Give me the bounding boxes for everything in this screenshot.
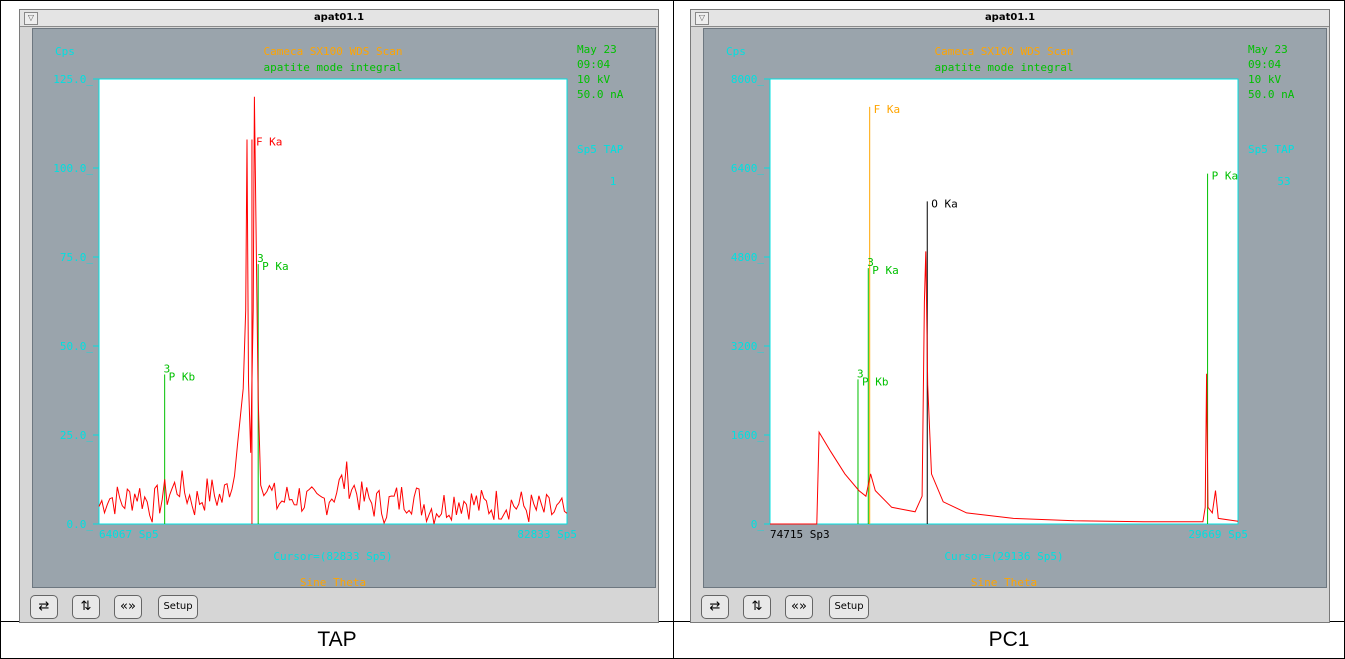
- y-tick-label: 50.0_: [60, 340, 93, 353]
- scan-window-right: ▽ apat01.1 Cps Cameca SX100 WDS Scan apati…: [690, 9, 1330, 623]
- spectrometer-number: 1: [610, 175, 617, 188]
- scan-subtitle: apatite mode integral: [934, 61, 1073, 74]
- y-tick-label: 6400_: [731, 162, 764, 175]
- y-tick-label: 8000_: [731, 73, 764, 86]
- plot-area: [769, 78, 1239, 525]
- x-start-label: 64067 Sp5: [99, 528, 159, 541]
- spectrum-plot[interactable]: Cps Cameca SX100 WDS Scan apatite mode int…: [704, 29, 1326, 587]
- plot-panel[interactable]: Cps Cameca SX100 WDS Scan apatite mode int…: [703, 28, 1327, 588]
- right-cell: ▽ apat01.1 Cps Cameca SX100 WDS Scan apati…: [673, 0, 1345, 623]
- peak-label: O Ka: [931, 197, 958, 210]
- window-title-bar[interactable]: ▽ apat01.1: [20, 10, 658, 27]
- setup-button[interactable]: Setup: [158, 595, 198, 619]
- peak-order: 3: [257, 252, 264, 265]
- peak-order: 3: [857, 367, 864, 380]
- y-tick-label: 3200_: [731, 340, 764, 353]
- cursor-readout: Cursor=(82833 Sp5): [273, 550, 392, 563]
- spectrum-line: [98, 96, 568, 525]
- y-tick-label: 0.0_: [67, 518, 94, 531]
- peak-label: F Ka: [874, 103, 901, 116]
- spectrum-plot[interactable]: Cps Cameca SX100 WDS Scan apatite mode int…: [33, 29, 655, 587]
- info-line: 50.0 nA: [1248, 88, 1295, 101]
- info-line: 50.0 nA: [577, 88, 624, 101]
- window-title: apat01.1: [313, 12, 365, 23]
- plot-area: [98, 78, 568, 525]
- updown-button[interactable]: ⇅: [743, 595, 771, 619]
- y-unit-label: Cps: [726, 45, 746, 58]
- y-tick-label: 75.0_: [60, 251, 93, 264]
- swap-button[interactable]: ⇄: [30, 595, 58, 619]
- window-title: apat01.1: [984, 12, 1036, 23]
- scan-window-left: ▽ apat01.1 Cps Cameca SX100 WDS Scan apati…: [19, 9, 659, 623]
- plot-panel[interactable]: Cps Cameca SX100 WDS Scan apatite mode int…: [32, 28, 656, 588]
- swap-button[interactable]: ⇄: [701, 595, 729, 619]
- caption-tap: TAP: [0, 621, 674, 659]
- spectrometer-label: Sp5 TAP: [577, 143, 624, 156]
- spectrometer-label: Sp5 TAP: [1248, 143, 1295, 156]
- info-line: 09:04: [577, 58, 610, 71]
- scan-title: Cameca SX100 WDS Scan: [934, 45, 1073, 58]
- peak-label: P Kb: [169, 370, 196, 383]
- spectrometer-number: 53: [1277, 175, 1290, 188]
- cursor-readout: Cursor=(29136 Sp5): [944, 550, 1063, 563]
- info-line: 09:04: [1248, 58, 1281, 71]
- scan-title: Cameca SX100 WDS Scan: [263, 45, 402, 58]
- y-tick-label: 125.0_: [53, 73, 93, 86]
- peak-label: P Ka: [262, 260, 289, 273]
- spectrum-line: [770, 251, 1239, 525]
- leftright-button[interactable]: «»: [114, 595, 142, 619]
- x-axis-name: Sine Theta: [971, 576, 1037, 587]
- caption-pc1: PC1: [673, 621, 1345, 659]
- peak-label: P Ka: [872, 264, 899, 277]
- y-tick-label: 0_: [751, 518, 765, 531]
- x-end-label: 82833 Sp5: [517, 528, 577, 541]
- y-tick-label: 1600_: [731, 429, 764, 442]
- leftright-button[interactable]: «»: [785, 595, 813, 619]
- y-tick-label: 100.0_: [53, 162, 93, 175]
- info-line: 10 kV: [1248, 73, 1281, 86]
- window-menu-icon[interactable]: ▽: [695, 12, 709, 25]
- x-end-label: 29669 Sp5: [1188, 528, 1248, 541]
- y-tick-label: 25.0_: [60, 429, 93, 442]
- window-title-bar[interactable]: ▽ apat01.1: [691, 10, 1329, 27]
- y-unit-label: Cps: [55, 45, 75, 58]
- info-line: 10 kV: [577, 73, 610, 86]
- peak-order: 3: [164, 362, 171, 375]
- left-cell: ▽ apat01.1 Cps Cameca SX100 WDS Scan apati…: [0, 0, 674, 623]
- setup-button[interactable]: Setup: [829, 595, 869, 619]
- peak-label: P Ka: [1212, 170, 1239, 183]
- info-line: May 23: [1248, 43, 1288, 56]
- peak-order: 3: [867, 256, 874, 269]
- updown-button[interactable]: ⇅: [72, 595, 100, 619]
- window-menu-icon[interactable]: ▽: [24, 12, 38, 25]
- peak-label: P Kb: [862, 375, 889, 388]
- y-tick-label: 4800_: [731, 251, 764, 264]
- scan-subtitle: apatite mode integral: [263, 61, 402, 74]
- x-start-label: 74715 Sp3: [770, 528, 830, 541]
- x-axis-name: Sine Theta: [300, 576, 366, 587]
- peak-label: F Ka: [256, 136, 283, 149]
- info-line: May 23: [577, 43, 617, 56]
